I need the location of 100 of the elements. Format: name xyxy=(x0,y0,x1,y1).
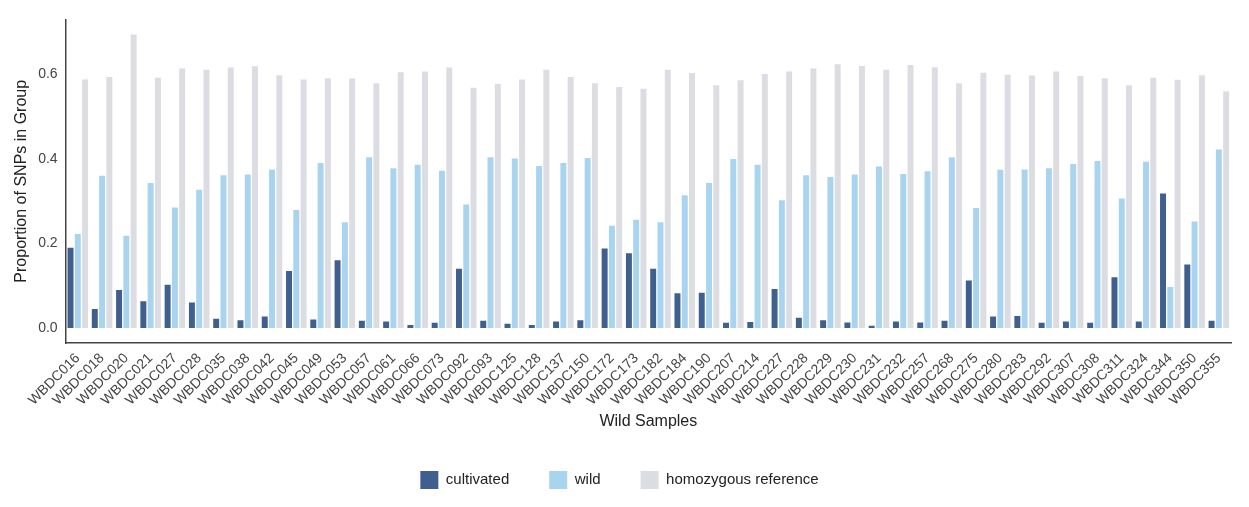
bar xyxy=(786,71,793,328)
bar xyxy=(220,175,227,328)
bar xyxy=(286,270,293,328)
bar xyxy=(349,78,356,328)
bar xyxy=(900,174,907,328)
bar xyxy=(487,157,494,328)
bar xyxy=(455,268,462,328)
bar xyxy=(657,222,664,328)
bar xyxy=(875,166,882,328)
bar xyxy=(664,69,671,328)
bar xyxy=(1070,163,1077,328)
bar xyxy=(528,324,535,328)
bar xyxy=(1126,85,1133,328)
bar xyxy=(965,280,972,328)
bar xyxy=(1004,74,1011,328)
bar xyxy=(827,177,834,328)
bar xyxy=(640,88,647,328)
bar xyxy=(608,225,615,328)
bar xyxy=(713,85,720,328)
bar xyxy=(1053,71,1060,328)
bar xyxy=(154,77,161,328)
bar xyxy=(1223,91,1230,328)
bar xyxy=(324,78,331,328)
bar xyxy=(737,80,744,328)
bar xyxy=(341,222,348,328)
bar xyxy=(261,316,268,328)
bar xyxy=(1077,76,1084,328)
bar xyxy=(511,158,518,328)
bar xyxy=(689,73,696,328)
bar xyxy=(446,67,453,328)
bar xyxy=(771,289,778,328)
bar xyxy=(227,67,234,328)
bar xyxy=(1184,264,1191,328)
bar xyxy=(553,321,560,328)
legend-label: wild xyxy=(573,470,601,488)
x-axis-title: Wild Samples xyxy=(599,411,698,429)
bar xyxy=(941,320,948,328)
bar xyxy=(244,174,251,328)
bar xyxy=(123,235,130,328)
bar xyxy=(778,200,785,328)
bar xyxy=(650,268,657,328)
bar xyxy=(1045,168,1052,328)
bar xyxy=(706,182,713,328)
bar xyxy=(252,66,259,328)
bar xyxy=(1160,193,1167,328)
bar xyxy=(317,163,324,328)
bar xyxy=(1087,322,1094,328)
bar xyxy=(810,68,817,328)
bar xyxy=(973,207,980,328)
bar xyxy=(334,260,341,328)
bar xyxy=(213,318,220,328)
bar xyxy=(723,322,730,328)
bar xyxy=(851,174,858,328)
bar xyxy=(844,322,851,328)
bar xyxy=(237,320,244,328)
bar xyxy=(407,324,414,328)
bar xyxy=(480,320,487,328)
bar xyxy=(980,72,987,328)
bar xyxy=(1094,160,1101,328)
bar xyxy=(74,234,81,328)
bar xyxy=(130,34,137,328)
bar xyxy=(698,292,705,328)
bar xyxy=(892,321,899,328)
bar xyxy=(1198,75,1205,328)
bar xyxy=(397,72,404,328)
bar xyxy=(99,175,106,328)
bar xyxy=(1150,77,1157,328)
bar xyxy=(421,71,428,328)
y-tick-label: 0.4 xyxy=(38,149,58,166)
bar xyxy=(577,320,584,328)
bar xyxy=(373,83,380,328)
bar xyxy=(990,316,997,328)
bar xyxy=(203,69,210,328)
bar xyxy=(504,323,511,328)
bar xyxy=(997,169,1004,328)
bar xyxy=(536,166,543,328)
bar xyxy=(567,76,574,328)
bar xyxy=(67,247,74,328)
bar xyxy=(591,83,598,328)
bar xyxy=(1167,286,1174,328)
bar xyxy=(494,83,501,328)
bar xyxy=(383,321,390,328)
bar xyxy=(560,163,567,328)
bar xyxy=(179,68,186,328)
bar xyxy=(1174,79,1181,328)
bar xyxy=(431,322,438,328)
bar xyxy=(674,293,681,328)
bar xyxy=(931,67,938,328)
bar xyxy=(82,79,89,328)
bar xyxy=(366,157,373,328)
bar xyxy=(633,219,640,328)
bar xyxy=(171,207,178,328)
bar xyxy=(1101,78,1108,328)
bar xyxy=(1111,277,1118,328)
bar xyxy=(519,79,526,328)
bar xyxy=(803,175,810,328)
bar xyxy=(584,158,591,328)
bar xyxy=(761,73,768,328)
bar xyxy=(1021,169,1028,328)
bar xyxy=(463,204,470,328)
